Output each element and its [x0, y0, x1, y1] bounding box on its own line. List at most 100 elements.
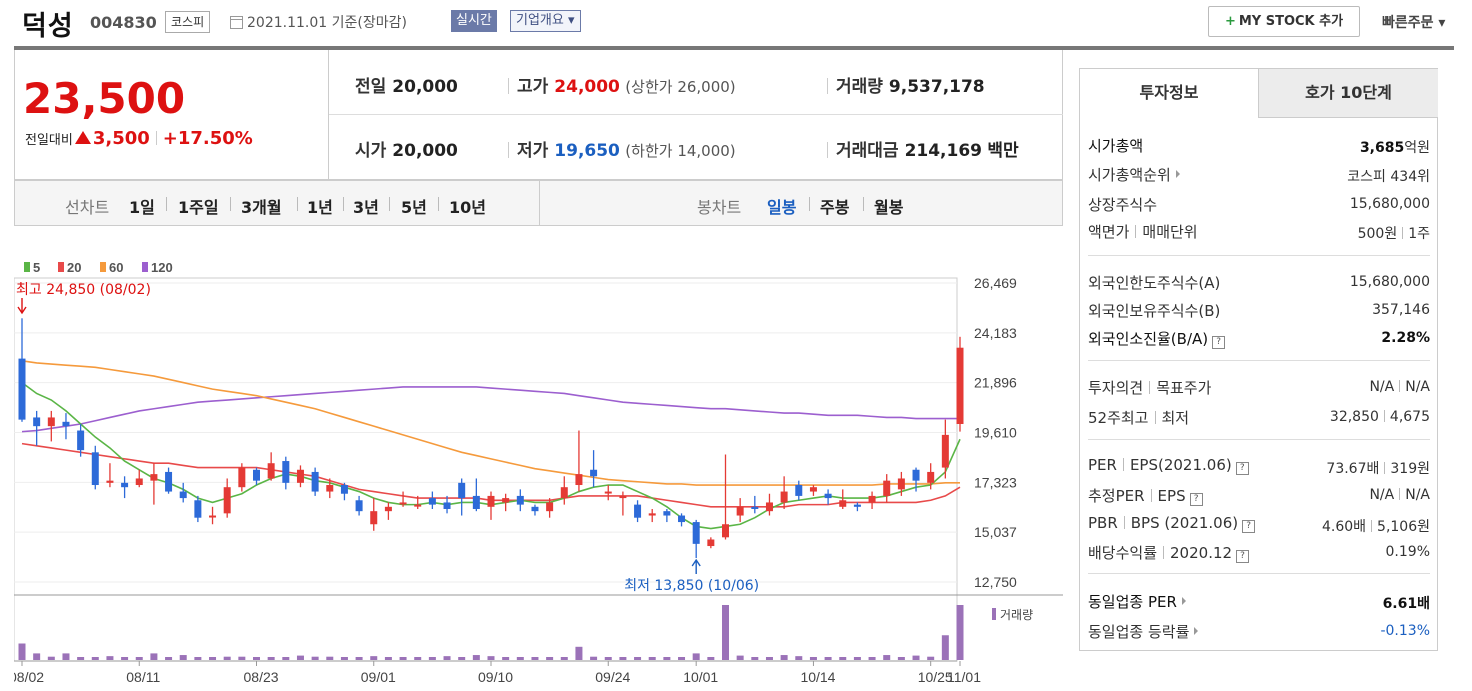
legend-label: 120: [151, 260, 173, 275]
x-tick-label: 09/01: [361, 669, 396, 685]
help-icon[interactable]: ?: [1236, 550, 1250, 563]
candle-body: [33, 417, 41, 427]
row-industry-per[interactable]: 동일업종 PER 6.61배: [1088, 589, 1430, 615]
period-5y[interactable]: 5년: [401, 198, 427, 217]
row-listed-shares: 상장주식수 15,680,000: [1088, 192, 1430, 218]
y-tick-label: 17,323: [974, 474, 1017, 490]
amount-value: 214,169: [904, 141, 982, 161]
volume-bar: [765, 657, 773, 660]
volume-bar: [502, 657, 510, 660]
candle-chart-label: 봉차트: [697, 198, 742, 217]
volume-bar: [194, 657, 202, 660]
volume-bar: [443, 656, 451, 660]
candle-monthly[interactable]: 월봉: [874, 198, 904, 217]
volume-bar: [135, 657, 143, 660]
quick-order-dropdown[interactable]: 빠른주문 ▾: [1382, 15, 1446, 31]
volume-bar: [340, 657, 348, 660]
arrow-right-icon: [1194, 627, 1199, 635]
stock-chart[interactable]: 26,469 24,183 21,896 19,610 17,323 15,037 12,7…: [14, 226, 1063, 691]
open-label: 시가: [355, 141, 387, 161]
candle-body: [853, 504, 861, 507]
help-icon[interactable]: ?: [1242, 520, 1256, 533]
price-change: 전일대비 3,500 +17.50%: [25, 128, 253, 149]
candle-body: [897, 478, 905, 490]
candle-body: [956, 347, 964, 424]
candle-body: [458, 482, 466, 499]
help-icon[interactable]: ?: [1212, 336, 1226, 349]
company-overview-dropdown[interactable]: 기업개요 ▾: [510, 10, 581, 32]
row-label: 시가총액: [1088, 137, 1144, 155]
row-value: 73.67배 319원: [1326, 461, 1430, 477]
volume-bar: [370, 656, 378, 660]
upper-limit: (상한가 26,000): [625, 78, 736, 96]
volume-bar: [678, 657, 686, 660]
volume-bar: [853, 657, 861, 660]
section-divider: [1088, 360, 1430, 361]
period-3y[interactable]: 3년: [353, 198, 379, 217]
volume-bar: [355, 657, 363, 660]
candle-body: [296, 469, 304, 483]
row-label: 투자의견 목표주가: [1088, 379, 1212, 397]
open-price: 시가 20,000: [355, 136, 458, 161]
candle-daily[interactable]: 일봉: [767, 198, 797, 217]
row-label: 52주최고 최저: [1088, 409, 1190, 427]
volume-bar: [106, 656, 114, 660]
period-3m[interactable]: 3개월: [241, 198, 282, 217]
volume-bar: [487, 656, 495, 660]
row-industry-change[interactable]: 동일업종 등락률 -0.13%: [1088, 619, 1430, 645]
tab-investment-info[interactable]: 투자정보: [1080, 69, 1258, 118]
realtime-button[interactable]: 실시간: [451, 10, 497, 32]
period-1d[interactable]: 1일: [129, 198, 155, 217]
help-icon[interactable]: ?: [1189, 493, 1203, 506]
period-1w[interactable]: 1주일: [178, 198, 219, 217]
calendar-icon: [230, 16, 243, 29]
volume-bar: [824, 657, 832, 660]
line-chart-label: 선차트: [65, 198, 110, 217]
candle-body: [722, 524, 729, 538]
volume-bar: [326, 656, 334, 660]
prev-value: 20,000: [392, 77, 458, 97]
volume-bar: [546, 657, 554, 660]
candle-body: [868, 495, 876, 503]
low-price: 저가 19,650 (하한가 14,000): [508, 136, 736, 161]
row-label: 추정PER EPS?: [1088, 485, 1203, 506]
candle-body: [751, 506, 759, 509]
candle-body: [209, 515, 217, 518]
row-label: 동일업종 등락률: [1088, 621, 1199, 642]
candle-body: [575, 474, 583, 486]
row-est-per-eps: 추정PER EPS? N/A N/A: [1088, 483, 1430, 509]
candle-weekly[interactable]: 주봉: [820, 198, 850, 217]
legend-swatch: [24, 262, 30, 272]
candle-body: [883, 480, 891, 496]
row-value: 4.60배 5,106원: [1321, 519, 1430, 535]
row-value: 357,146: [1372, 302, 1430, 318]
period-10y[interactable]: 10년: [449, 198, 486, 217]
candle-body: [135, 478, 143, 486]
volume-bar: [209, 657, 217, 660]
period-1y[interactable]: 1년: [307, 198, 333, 217]
candle-body: [692, 522, 700, 544]
stock-header: 덕성 004830 코스피 2021.11.01 기준(장마감) 실시간 기업개…: [0, 0, 1472, 46]
candle-body: [795, 485, 803, 496]
candle-body: [927, 471, 935, 483]
change-label: 전일대비: [25, 133, 73, 148]
row-market-cap-rank[interactable]: 시가총액순위 코스피 434위: [1088, 162, 1430, 188]
volume-bar: [121, 657, 129, 660]
legend-swatch: [100, 262, 106, 272]
volume-bar: [648, 657, 656, 660]
help-icon[interactable]: ?: [1235, 462, 1249, 475]
candle-body: [414, 504, 422, 507]
x-tick-label: 09/10: [478, 669, 513, 685]
row-label: PBR BPS (2021.06)?: [1088, 514, 1256, 533]
amount-unit: 백만: [987, 141, 1019, 161]
volume-bar: [912, 655, 920, 660]
volume: 거래량 9,537,178: [827, 72, 985, 97]
row-value: 0.19%: [1385, 544, 1430, 560]
add-mystock-button[interactable]: + MY STOCK 추가: [1208, 6, 1360, 37]
section-divider: [1088, 439, 1430, 440]
volume-bar: [795, 656, 803, 660]
tab-order-book[interactable]: 호가 10단계: [1258, 69, 1438, 118]
candle-body: [150, 474, 158, 481]
candle-body: [472, 495, 480, 509]
high-price: 고가 24,000 (상한가 26,000): [508, 72, 736, 97]
